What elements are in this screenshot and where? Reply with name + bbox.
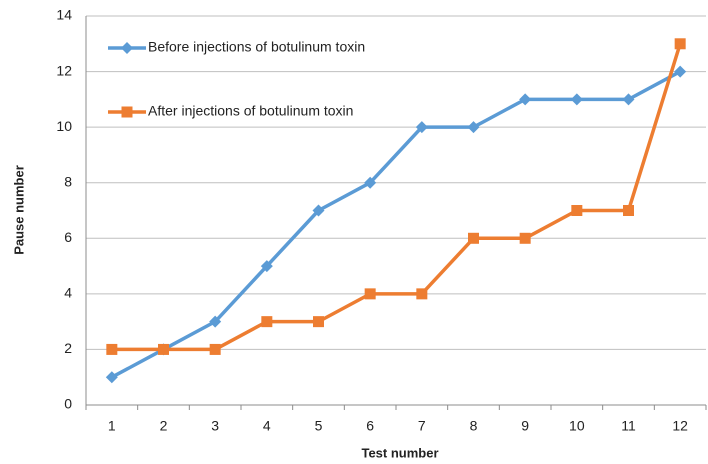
y-tick-label: 6 bbox=[64, 229, 72, 245]
data-point bbox=[106, 343, 118, 355]
data-point bbox=[105, 371, 118, 384]
x-tick-label: 5 bbox=[315, 418, 323, 434]
data-point bbox=[364, 176, 377, 189]
series-line bbox=[111, 70, 681, 379]
x-tick-label: 1 bbox=[108, 418, 116, 434]
series-line bbox=[111, 43, 682, 352]
y-tick-label: 2 bbox=[64, 340, 72, 356]
data-point bbox=[468, 232, 479, 244]
data-point bbox=[416, 288, 428, 300]
x-tick-label: 9 bbox=[521, 418, 529, 434]
y-tick-label: 14 bbox=[56, 7, 72, 23]
y-tick-label: 4 bbox=[64, 285, 72, 301]
x-tick-label: 6 bbox=[366, 418, 374, 434]
y-tick-label: 10 bbox=[56, 118, 72, 134]
legend-label: Before injections of botulinum toxin bbox=[148, 39, 365, 55]
data-point bbox=[674, 38, 686, 50]
data-point bbox=[209, 343, 221, 355]
y-axis-label: Pause number bbox=[11, 165, 26, 255]
x-tick-label: 4 bbox=[263, 418, 271, 434]
data-point bbox=[260, 260, 273, 273]
x-tick-label: 11 bbox=[621, 418, 636, 434]
x-tick-label: 12 bbox=[672, 418, 688, 434]
x-tick-label: 7 bbox=[418, 418, 426, 434]
data-point bbox=[623, 205, 634, 216]
x-tick-label: 8 bbox=[470, 418, 478, 434]
data-point bbox=[674, 65, 687, 78]
data-point bbox=[571, 205, 583, 216]
data-point bbox=[209, 315, 222, 328]
data-point bbox=[312, 204, 325, 217]
y-tick-label: 0 bbox=[64, 396, 72, 412]
data-point bbox=[415, 121, 428, 134]
data-point bbox=[570, 93, 583, 106]
y-tick-label: 8 bbox=[64, 173, 72, 189]
legend-label: After injections of botulinum toxin bbox=[148, 103, 353, 119]
x-tick-label: 2 bbox=[160, 418, 168, 434]
data-point bbox=[364, 288, 376, 300]
legend-marker bbox=[121, 42, 133, 54]
data-point bbox=[467, 121, 480, 134]
data-point bbox=[313, 316, 324, 328]
data-point bbox=[158, 343, 169, 355]
x-tick-label: 10 bbox=[569, 418, 585, 434]
data-point bbox=[519, 232, 531, 244]
legend-marker bbox=[121, 106, 133, 118]
data-point bbox=[519, 93, 532, 106]
x-tick-label: 3 bbox=[211, 418, 219, 434]
data-point bbox=[622, 93, 635, 106]
y-tick-label: 12 bbox=[56, 62, 72, 78]
x-axis-label: Test number bbox=[361, 445, 438, 460]
data-point bbox=[261, 316, 273, 328]
